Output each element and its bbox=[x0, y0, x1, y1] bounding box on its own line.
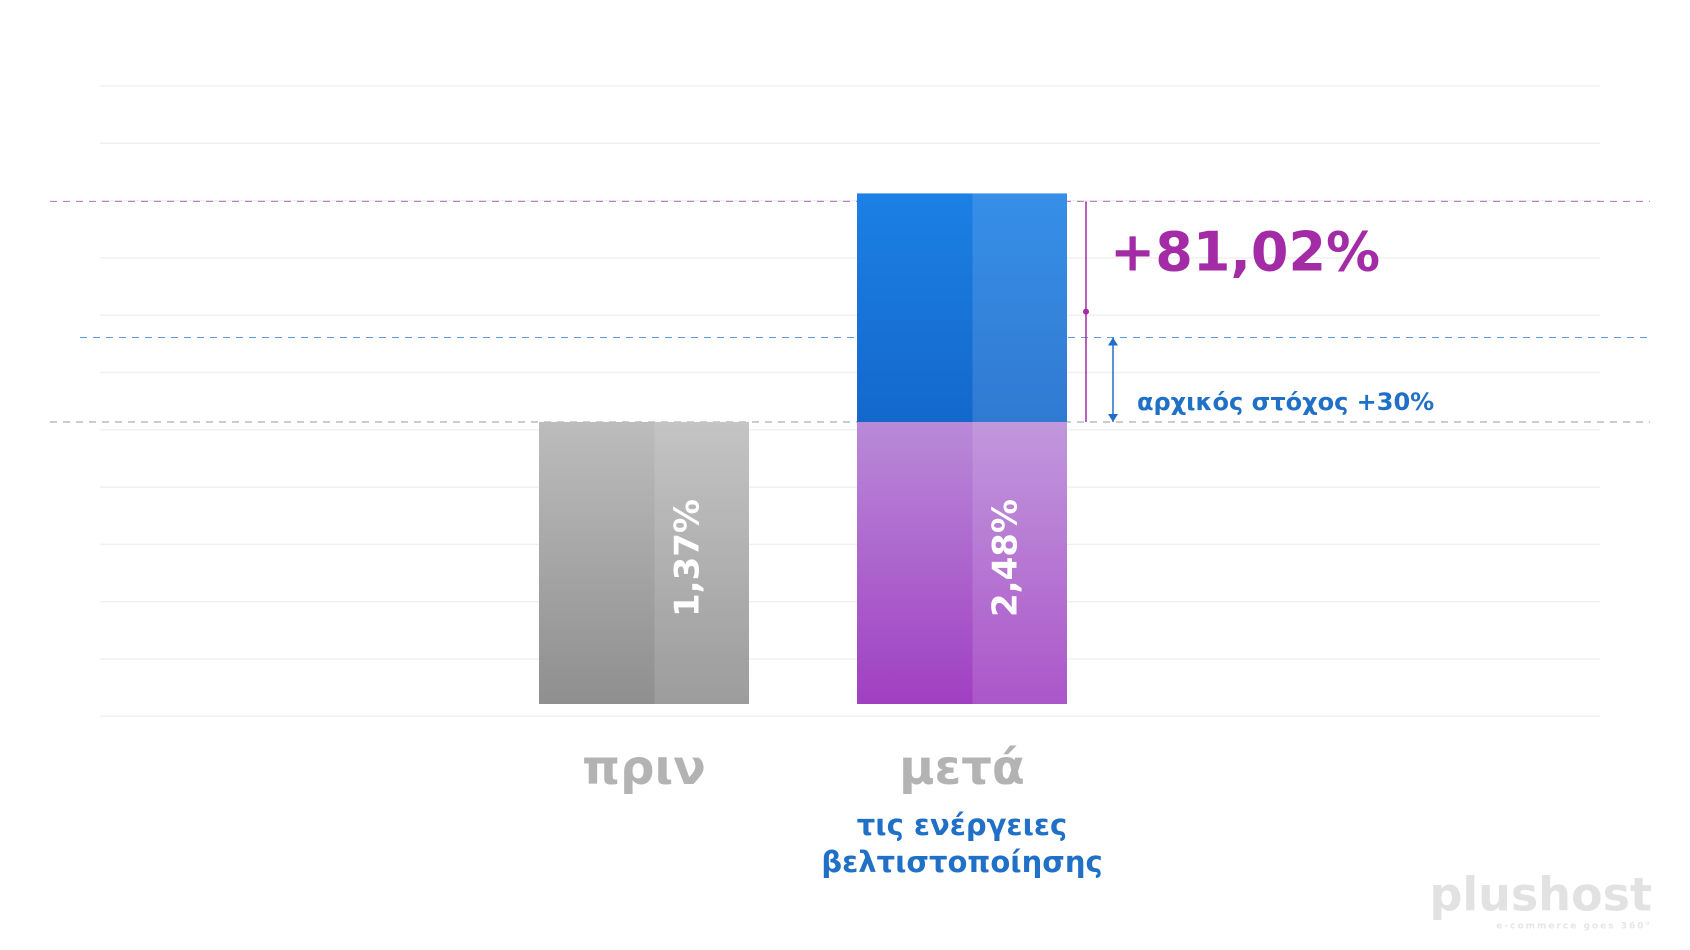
gain-dot bbox=[1083, 308, 1089, 315]
x-tick-label: μετά bbox=[899, 740, 1025, 796]
x-tick-label: πριν bbox=[582, 740, 706, 796]
bar bbox=[857, 193, 1067, 705]
logo-name: plushost bbox=[1429, 868, 1652, 922]
caption: τις ενέργειες bbox=[857, 808, 1067, 842]
arrow bbox=[1108, 337, 1118, 346]
bar bbox=[539, 421, 749, 704]
value-label: 1,37% bbox=[668, 499, 708, 617]
bar-shade bbox=[972, 193, 1067, 705]
target-annotation: αρχικός στόχος +30% bbox=[1137, 388, 1434, 416]
bar-shade bbox=[654, 421, 749, 704]
caption: βελτιστοποίησης bbox=[821, 845, 1102, 879]
gain-annotation: +81,02% bbox=[1110, 221, 1380, 284]
value-label: 2,48% bbox=[986, 499, 1026, 617]
arrow bbox=[1108, 413, 1118, 422]
logo-tagline: e-commerce goes 360° bbox=[1496, 922, 1652, 932]
